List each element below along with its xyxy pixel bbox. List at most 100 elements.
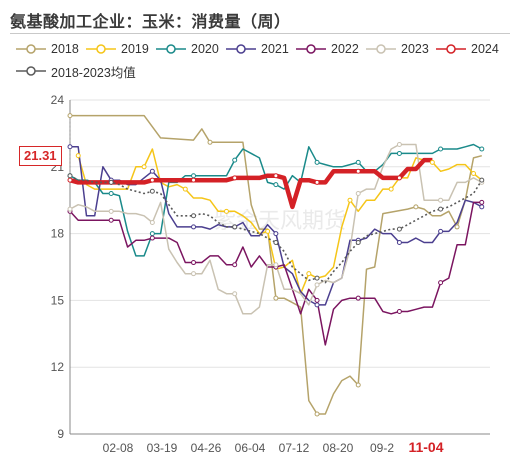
data-point bbox=[438, 197, 444, 203]
legend-item[interactable]: 2018-2023均值 bbox=[16, 62, 136, 80]
legend-item[interactable]: 2024 bbox=[436, 40, 499, 58]
data-point bbox=[191, 213, 197, 219]
data-point bbox=[396, 240, 402, 246]
y-tick-label: 15 bbox=[51, 293, 65, 307]
data-point bbox=[223, 208, 229, 214]
data-point bbox=[355, 191, 361, 197]
data-point bbox=[273, 240, 279, 246]
data-point bbox=[355, 382, 361, 388]
current-value-label: 21.31 bbox=[19, 146, 62, 166]
data-point bbox=[438, 280, 444, 286]
legend-swatch bbox=[156, 44, 186, 54]
data-point bbox=[108, 217, 114, 223]
data-point bbox=[479, 146, 485, 152]
chart-title: 氨基酸加工企业：玉米：消费量（周） bbox=[10, 14, 291, 31]
legend-label: 2023 bbox=[401, 42, 429, 56]
x-tick-label: 09-2 bbox=[370, 441, 394, 455]
marker-layer bbox=[67, 113, 485, 417]
data-point bbox=[438, 146, 444, 152]
data-point bbox=[191, 260, 197, 266]
data-point bbox=[396, 309, 402, 315]
title-divider bbox=[10, 33, 510, 34]
data-point bbox=[273, 173, 279, 179]
data-point bbox=[265, 228, 271, 234]
legend-label: 2021 bbox=[261, 42, 289, 56]
x-tick-label: 07-12 bbox=[279, 441, 310, 455]
data-point bbox=[314, 159, 320, 165]
y-tick-label: 12 bbox=[51, 360, 65, 374]
y-tick-label: 9 bbox=[57, 427, 64, 441]
data-point bbox=[149, 188, 155, 194]
data-point bbox=[149, 219, 155, 225]
data-point bbox=[108, 179, 114, 185]
x-tick-label: 11-04 bbox=[408, 439, 443, 455]
data-point bbox=[314, 297, 320, 303]
data-point bbox=[355, 159, 361, 165]
data-point bbox=[355, 295, 361, 301]
data-point bbox=[67, 113, 73, 119]
data-point bbox=[314, 302, 320, 308]
data-point bbox=[314, 282, 320, 288]
data-point bbox=[314, 411, 320, 417]
data-point bbox=[108, 208, 114, 214]
data-point bbox=[396, 226, 402, 232]
legend-swatch bbox=[366, 44, 396, 54]
series-line bbox=[70, 114, 482, 415]
data-point bbox=[67, 177, 73, 183]
series-line bbox=[69, 157, 433, 210]
data-point bbox=[479, 177, 485, 183]
legend-item[interactable]: 2022 bbox=[296, 40, 359, 58]
data-point bbox=[396, 142, 402, 148]
x-tick-label: 08-20 bbox=[323, 441, 354, 455]
legend-item[interactable]: 2019 bbox=[86, 40, 149, 58]
data-point bbox=[67, 173, 73, 179]
legend-label: 2022 bbox=[331, 42, 359, 56]
data-point bbox=[232, 262, 238, 268]
grid-layer bbox=[70, 99, 490, 435]
data-point bbox=[191, 173, 197, 179]
legend-label: 2018-2023均值 bbox=[51, 65, 136, 80]
data-point bbox=[413, 204, 419, 210]
legend-swatch bbox=[226, 44, 256, 54]
data-point bbox=[149, 168, 155, 174]
data-point bbox=[471, 170, 477, 176]
data-point bbox=[149, 231, 155, 237]
data-point bbox=[388, 186, 394, 192]
data-point bbox=[191, 177, 197, 183]
data-point bbox=[355, 240, 361, 246]
data-point bbox=[108, 191, 114, 197]
data-point bbox=[479, 204, 485, 210]
legend-label: 2024 bbox=[471, 42, 499, 56]
data-point bbox=[67, 206, 73, 212]
x-tick-label: 04-26 bbox=[191, 441, 222, 455]
data-point bbox=[314, 275, 320, 281]
data-point bbox=[273, 182, 279, 188]
data-point bbox=[429, 159, 435, 165]
data-point bbox=[273, 295, 279, 301]
legend-swatch bbox=[16, 66, 46, 76]
data-point bbox=[396, 150, 402, 156]
data-point bbox=[141, 164, 147, 170]
data-point bbox=[232, 224, 238, 230]
legend-swatch bbox=[16, 44, 46, 54]
data-point bbox=[454, 224, 460, 230]
legend-item[interactable]: 2018 bbox=[16, 40, 79, 58]
watermark: 紫金天风期货 bbox=[214, 209, 346, 234]
data-point bbox=[67, 144, 73, 150]
legend-item[interactable]: 2021 bbox=[226, 40, 289, 58]
y-tick-label: 24 bbox=[51, 93, 65, 107]
data-point bbox=[273, 231, 279, 237]
legend-label: 2018 bbox=[51, 42, 79, 56]
data-point bbox=[149, 177, 155, 183]
x-tick-label: 06-04 bbox=[235, 441, 266, 455]
legend-swatch bbox=[436, 44, 466, 54]
x-tick-label: 02-08 bbox=[103, 441, 134, 455]
data-point bbox=[355, 168, 361, 174]
data-point bbox=[438, 228, 444, 234]
data-point bbox=[149, 235, 155, 241]
legend-item[interactable]: 2023 bbox=[366, 40, 429, 58]
legend-item[interactable]: 2020 bbox=[156, 40, 219, 58]
legend-label: 2019 bbox=[121, 42, 149, 56]
